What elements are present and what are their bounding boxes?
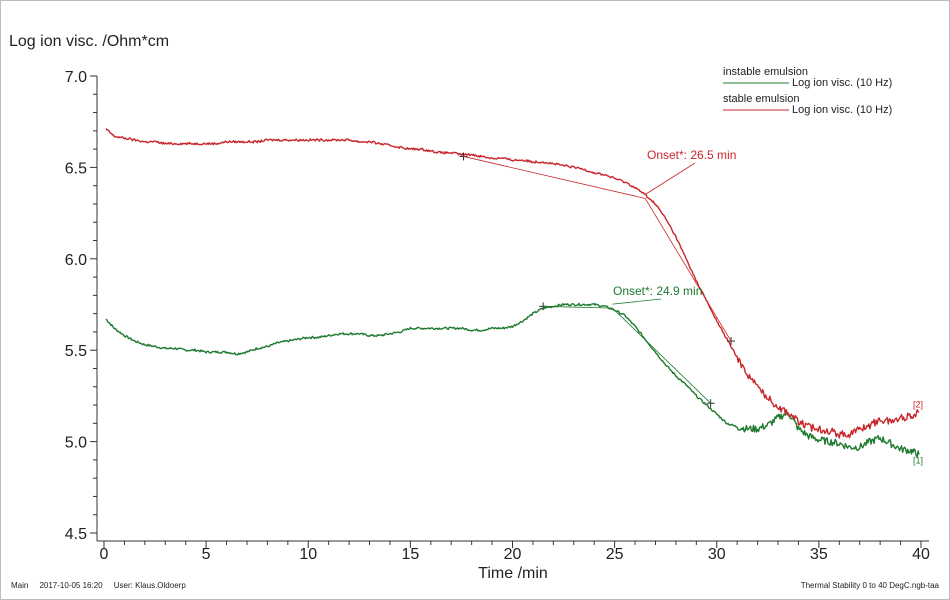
y-axis-title: Log ion visc. /Ohm*cm [9,33,169,50]
y-tick-label: 6.0 [65,252,87,269]
x-tick-label: 5 [202,546,211,563]
y-tick-label: 6.5 [65,160,87,177]
y-tick-label: 7.0 [65,69,87,86]
y-tick-label: 5.0 [65,435,87,452]
onset-tangent-baseline [543,305,613,309]
footer-filename: Thermal Stability 0 to 40 DegC.ngb-taa [801,581,940,590]
series-line-1 [105,302,920,458]
onset-label: Onset*: 26.5 min [647,148,736,162]
series-layer: [1] [2] [105,128,923,465]
y-tick-label: 4.5 [65,526,87,543]
x-tick-label: 30 [708,546,726,563]
onset-tangent-slope [612,307,711,404]
onset-tangent-baseline [463,156,646,199]
x-tick-label: 20 [504,546,522,563]
x-tick-label: 35 [810,546,828,563]
series-end-tag-1: [1] [913,455,923,465]
onset-leader [612,298,662,305]
x-tick-label: 0 [100,546,109,563]
legend-entry-2-label: Log ion visc. (10 Hz) [792,104,892,116]
x-tick-label: 15 [401,546,419,563]
onset-tangent-slope [644,198,732,342]
x-tick-label: 40 [912,546,930,563]
footer-left-info: Main 2017-10-05 16:20 User: Klaus.Oldoer… [11,581,186,590]
legend-entry-2-name: stable emulsion [723,93,799,105]
x-tick-label: 10 [299,546,317,563]
series-line-2 [105,128,920,439]
series-end-tag-2: [2] [913,399,923,409]
x-axis-title: Time /min [478,565,548,582]
legend-entry-1-name: instable emulsion [723,66,808,78]
x-tick-label: 25 [606,546,624,563]
onset-label: Onset*: 24.9 min [613,284,702,298]
legend-entry-1-label: Log ion visc. (10 Hz) [792,77,892,89]
y-tick-label: 5.5 [65,343,87,360]
axes: 4.5 5.0 5.5 6.0 6.5 7.0 0 5 10 15 20 25 30 35 40 [65,69,930,563]
legend: instable emulsion Log ion visc. (10 Hz) … [723,66,892,116]
annotation-layer: Onset*: 26.5 min Onset*: 24.9 min [459,148,736,408]
onset-leader [645,162,696,195]
